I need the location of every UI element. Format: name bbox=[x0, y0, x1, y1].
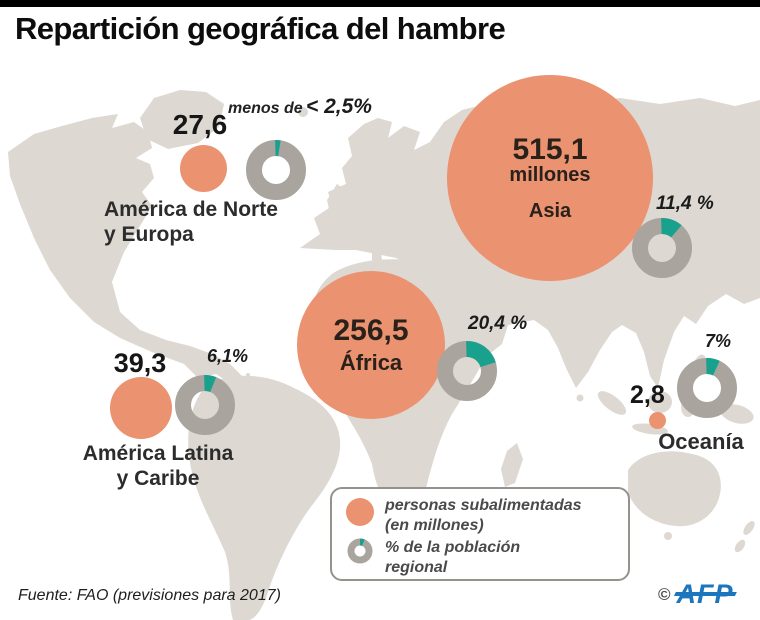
label-na-europe-line1: América de Norte bbox=[104, 198, 278, 221]
pct-asia: 11,4 % bbox=[656, 193, 714, 214]
unit-asia: millones bbox=[509, 164, 591, 186]
value-latam: 39,3 bbox=[113, 348, 167, 378]
copyright-icon: © bbox=[658, 584, 671, 604]
label-na-europe: América de Norte y Europa bbox=[104, 197, 278, 247]
label-latam: América Latina y Caribe bbox=[76, 441, 240, 491]
legend-bubble-label-line1: personas subalimentadas bbox=[385, 497, 582, 514]
label-na-europe-line2: y Europa bbox=[104, 223, 194, 246]
island-tasmania bbox=[664, 532, 672, 540]
agency-credit: © AFP bbox=[658, 581, 737, 608]
pct-prefix-na-europe: menos de bbox=[228, 100, 303, 117]
landmass-greenland bbox=[140, 90, 224, 149]
island-borneo bbox=[648, 391, 672, 413]
label-asia: Asia bbox=[528, 200, 572, 222]
donut-value-latam bbox=[175, 375, 235, 435]
label-oceania: Oceanía bbox=[658, 429, 744, 454]
donut-value-asia bbox=[632, 218, 692, 278]
donut-latam bbox=[175, 375, 235, 435]
legend-donut-label: % de la población regional bbox=[385, 538, 520, 578]
donut-oceania bbox=[677, 358, 737, 418]
pct-oceania: 7% bbox=[705, 331, 732, 351]
island-madagascar bbox=[501, 443, 523, 487]
bubble-na-europe bbox=[180, 145, 227, 192]
label-latam-line2: y Caribe bbox=[116, 467, 200, 490]
pct-na-europe: < 2,5% bbox=[306, 95, 372, 118]
page-title: Repartición geográfica del hambre bbox=[15, 11, 506, 46]
island-britain bbox=[327, 184, 346, 214]
afp-logo: AFP bbox=[673, 581, 737, 608]
island-iceland bbox=[298, 107, 308, 117]
top-border-bar bbox=[0, 0, 760, 7]
island-new-zealand-south bbox=[734, 539, 746, 553]
donut-value-na-europe bbox=[246, 140, 306, 200]
island-new-guinea bbox=[720, 404, 754, 424]
label-africa: África bbox=[339, 350, 403, 375]
landmass-australia bbox=[628, 451, 721, 527]
donut-africa bbox=[437, 341, 497, 401]
value-na-europe: 27,6 bbox=[172, 109, 228, 140]
donut-value-africa bbox=[437, 341, 497, 401]
donut-value-oceania bbox=[677, 358, 737, 418]
afp-logo-strike-bar bbox=[673, 592, 737, 596]
label-latam-line1: América Latina bbox=[82, 442, 234, 465]
bubble-africa: 256,5 África bbox=[297, 271, 445, 419]
legend-box: personas subalimentadas (en millones) % … bbox=[330, 487, 630, 581]
donut-na-europe bbox=[246, 140, 306, 200]
pct-latam: 6,1% bbox=[207, 346, 249, 366]
legend-bubble-swatch bbox=[346, 498, 374, 526]
source-note: Fuente: FAO (previsiones para 2017) bbox=[18, 587, 281, 604]
legend-bubble-label: personas subalimentadas (en millones) bbox=[385, 496, 582, 536]
value-oceania: 2,8 bbox=[630, 381, 665, 409]
legend-donut-label-line1: % de la población bbox=[385, 539, 521, 556]
legend-donut-label-line2: regional bbox=[385, 559, 448, 576]
legend-bubble-label-line2: (en millones) bbox=[385, 517, 484, 534]
bubble-latam bbox=[110, 377, 172, 439]
value-asia: 515,1 bbox=[512, 133, 588, 166]
island-caribbean-1 bbox=[215, 363, 221, 369]
pct-africa: 20,4 % bbox=[468, 313, 528, 334]
bubble-asia: 515,1 millones Asia bbox=[447, 75, 653, 281]
landmass-south-america bbox=[188, 375, 341, 620]
landmass-north-america bbox=[8, 114, 244, 386]
legend-donut-swatch bbox=[347, 538, 373, 564]
value-africa: 256,5 bbox=[333, 314, 409, 347]
donut-asia bbox=[632, 218, 692, 278]
island-new-zealand-north bbox=[743, 521, 755, 535]
legend-donut-value bbox=[347, 538, 373, 564]
island-sri-lanka bbox=[576, 394, 584, 402]
bubble-oceania bbox=[649, 412, 666, 429]
island-caribbean-2 bbox=[231, 369, 235, 373]
island-sumatra bbox=[597, 391, 627, 415]
